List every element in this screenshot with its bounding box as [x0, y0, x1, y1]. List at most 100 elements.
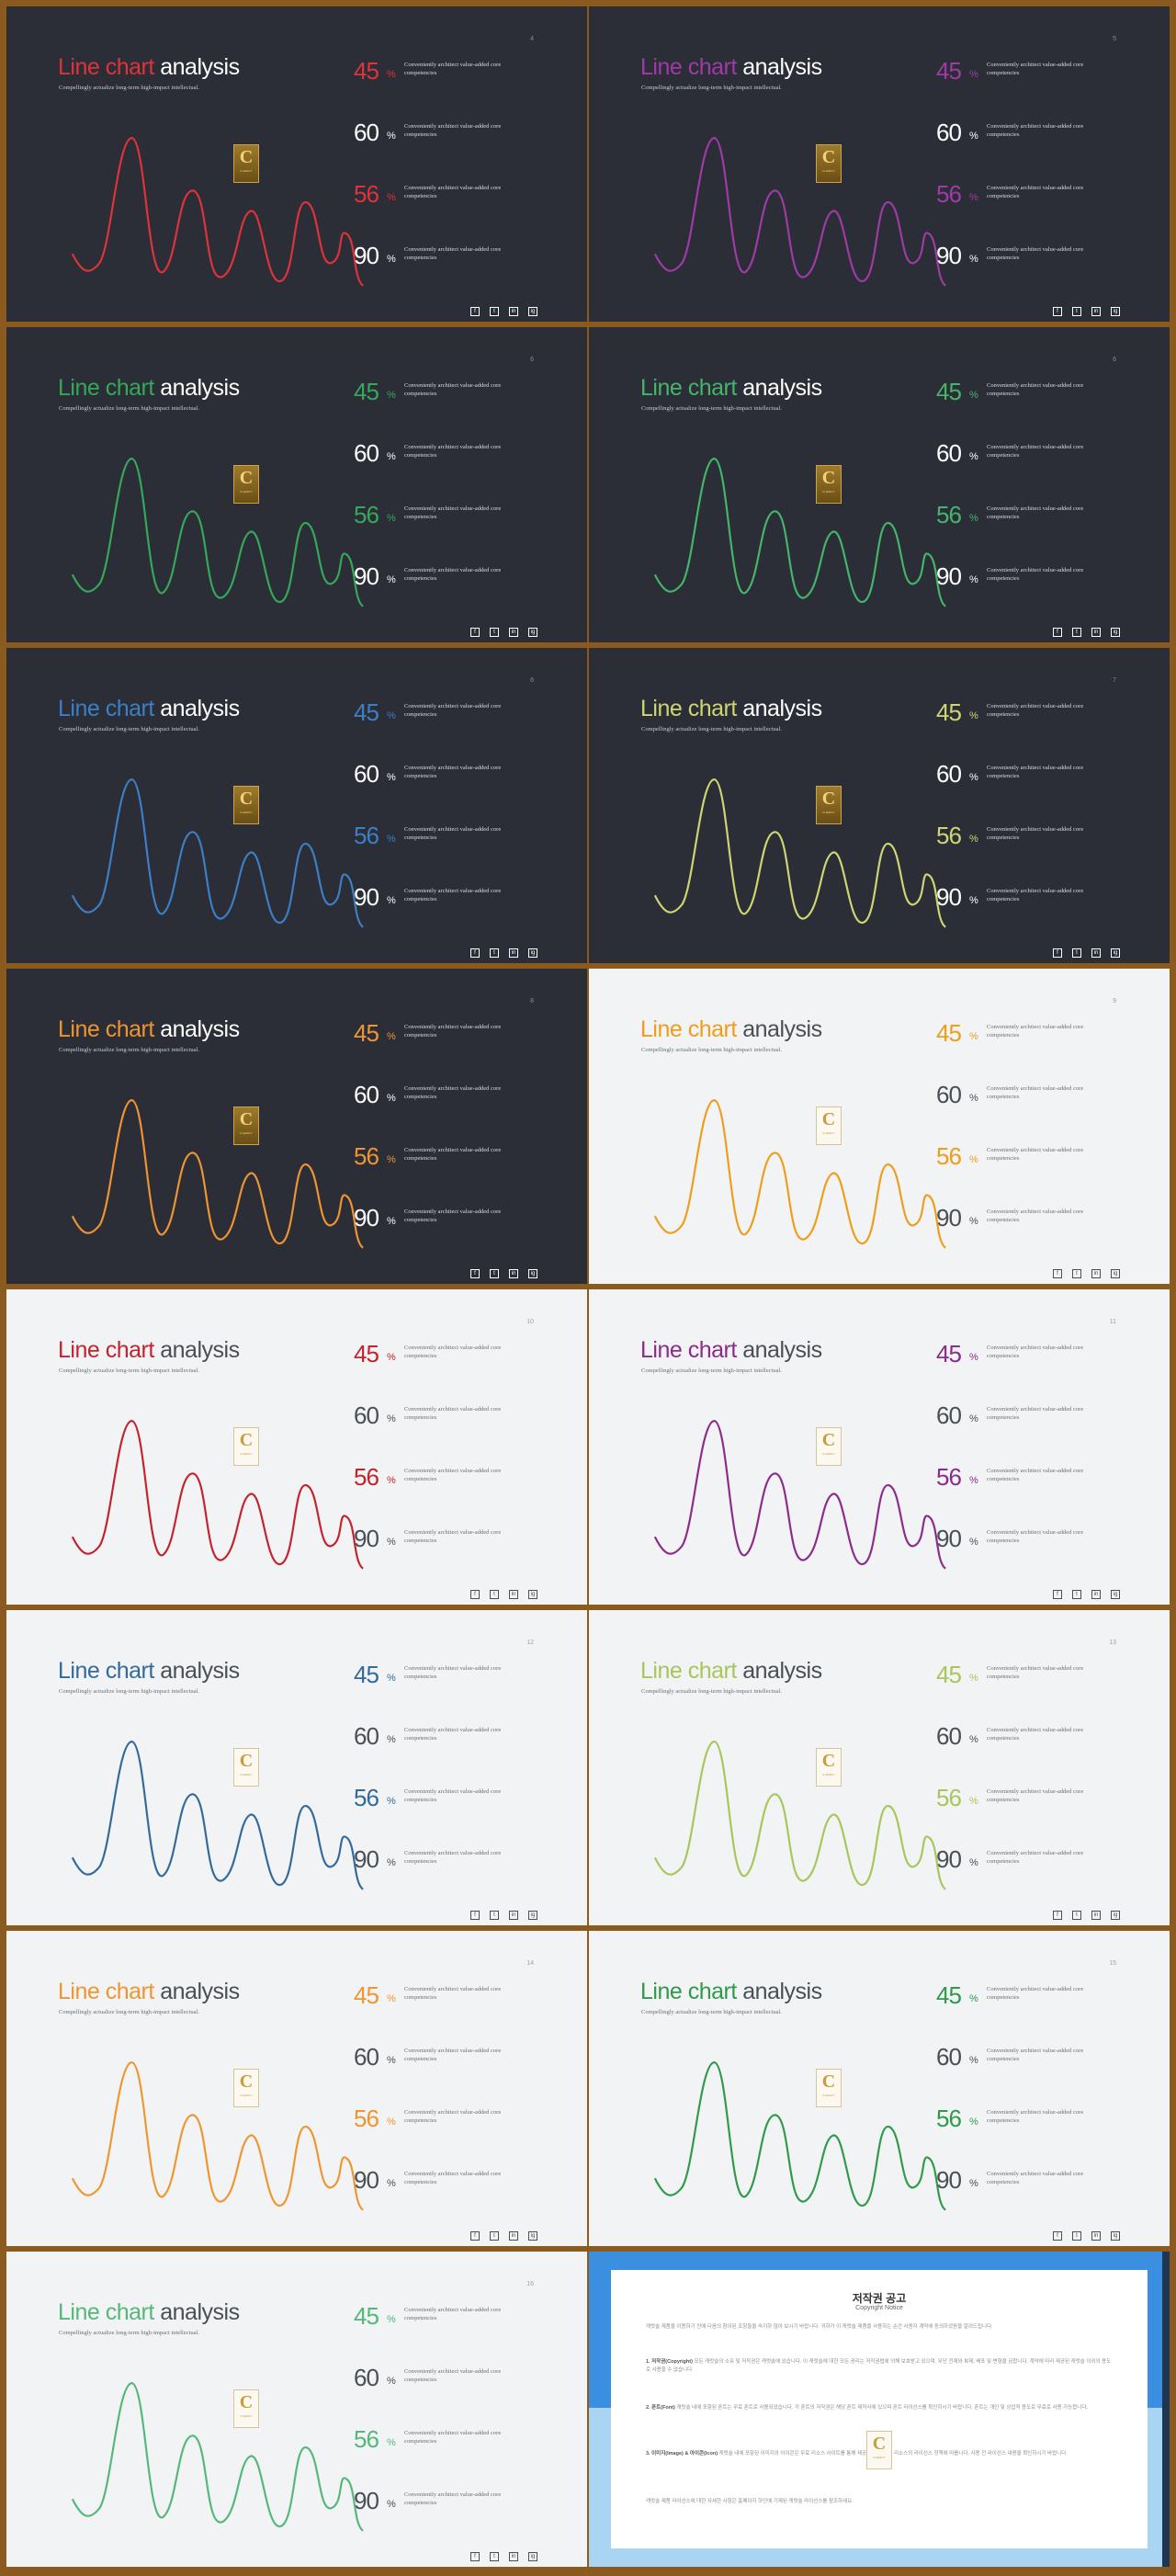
chart-series-line: [653, 1099, 946, 1249]
linkedin-icon[interactable]: in: [1091, 1911, 1101, 1920]
facebook-icon[interactable]: f: [470, 628, 480, 637]
logo-letter: C: [239, 789, 254, 809]
notice-outro: 캐럿슬 제품 라이선스에 대한 자세한 사항은 홈페이지 하단에 기재된 캐럿슬…: [646, 2498, 1114, 2506]
instagram-icon[interactable]: ig: [1111, 2231, 1120, 2241]
twitter-icon[interactable]: t: [490, 2231, 499, 2241]
brand-logo: C CHERRY: [233, 2069, 259, 2107]
twitter-icon[interactable]: t: [490, 1269, 499, 1278]
stat-description: Conveniently architect value-added core …: [404, 185, 502, 199]
slide-thumbnail[interactable]: 7 Line chart analysis Compellingly actuali…: [589, 648, 1170, 963]
facebook-icon[interactable]: f: [1053, 948, 1062, 958]
linkedin-icon[interactable]: in: [1091, 628, 1101, 637]
linkedin-icon[interactable]: in: [509, 1590, 518, 1599]
instagram-icon[interactable]: ig: [1111, 628, 1120, 637]
instagram-icon[interactable]: ig: [528, 2552, 537, 2561]
slide-thumbnail[interactable]: 14 Line chart analysis Compellingly actual…: [6, 1931, 587, 2246]
slide-thumbnail[interactable]: 11 Line chart analysis Compellingly actual…: [589, 1289, 1170, 1605]
linkedin-icon[interactable]: in: [1091, 307, 1101, 316]
stat-description: Conveniently architect value-added core …: [404, 2368, 502, 2383]
slide-thumbnail[interactable]: 5 Line chart analysis Compellingly actuali…: [589, 6, 1170, 322]
stat-description: Conveniently architect value-added core …: [404, 1345, 502, 1359]
twitter-icon[interactable]: t: [490, 1590, 499, 1599]
stat-item: 56% Conveniently architect value-added co…: [354, 2105, 556, 2132]
social-icons: f t in ig: [1053, 301, 1130, 316]
twitter-icon[interactable]: t: [1072, 1911, 1081, 1920]
line-chart: [71, 1099, 364, 1249]
twitter-icon[interactable]: t: [490, 2552, 499, 2561]
facebook-icon[interactable]: f: [470, 2231, 480, 2241]
linkedin-icon[interactable]: in: [1091, 1590, 1101, 1599]
facebook-icon[interactable]: f: [1053, 1590, 1062, 1599]
instagram-icon[interactable]: ig: [528, 1269, 537, 1278]
twitter-icon[interactable]: t: [490, 628, 499, 637]
stat-value: 90: [354, 1204, 379, 1231]
brand-logo: C CHERRY: [816, 1427, 842, 1466]
instagram-icon[interactable]: ig: [1111, 1590, 1120, 1599]
instagram-icon[interactable]: ig: [528, 628, 537, 637]
linkedin-icon[interactable]: in: [509, 948, 518, 958]
facebook-icon[interactable]: f: [470, 948, 480, 958]
slide-thumbnail[interactable]: 8 Line chart analysis Compellingly actuali…: [6, 969, 587, 1284]
linkedin-icon[interactable]: in: [509, 2231, 518, 2241]
twitter-icon[interactable]: t: [1072, 1269, 1081, 1278]
facebook-icon[interactable]: f: [470, 307, 480, 316]
linkedin-icon[interactable]: in: [1091, 948, 1101, 958]
stat-item: 45% Conveniently architect value-added co…: [354, 57, 556, 85]
stat-unit: %: [387, 1093, 396, 1104]
slide-thumbnail[interactable]: 13 Line chart analysis Compellingly actual…: [589, 1610, 1170, 1925]
slide-thumbnail[interactable]: 4 Line chart analysis Compellingly actuali…: [6, 6, 587, 322]
twitter-icon[interactable]: t: [490, 307, 499, 316]
slide-title: Line chart analysis: [58, 1658, 240, 1685]
instagram-icon[interactable]: ig: [528, 1911, 537, 1920]
linkedin-icon[interactable]: in: [509, 1269, 518, 1278]
twitter-icon[interactable]: t: [490, 948, 499, 958]
twitter-icon[interactable]: t: [1072, 2231, 1081, 2241]
twitter-icon[interactable]: t: [1072, 1590, 1081, 1599]
instagram-icon[interactable]: ig: [1111, 948, 1120, 958]
stat-value: 90: [936, 242, 962, 269]
slide-thumbnail[interactable]: 6 Line chart analysis Compellingly actuali…: [6, 648, 587, 963]
slide-thumbnail[interactable]: 10 Line chart analysis Compellingly actual…: [6, 1289, 587, 1605]
slide-subtitle: Compellingly actualize long-term high-im…: [59, 2330, 199, 2336]
facebook-icon[interactable]: f: [1053, 1911, 1062, 1920]
slide-thumbnail[interactable]: 6 Line chart analysis Compellingly actuali…: [589, 327, 1170, 642]
facebook-icon[interactable]: f: [1053, 1269, 1062, 1278]
linkedin-icon[interactable]: in: [509, 628, 518, 637]
copyright-notice-slide[interactable]: 저작권 공고 Copyright Notice 캐럿슬 제품을 이용하기 전에 다음…: [589, 2252, 1170, 2567]
linkedin-icon[interactable]: in: [1091, 1269, 1101, 1278]
title-highlight: Line chart: [640, 1658, 737, 1684]
facebook-icon[interactable]: f: [470, 1911, 480, 1920]
facebook-icon[interactable]: f: [1053, 307, 1062, 316]
stat-item: 60% Conveniently architect value-added co…: [936, 1401, 1138, 1429]
facebook-icon[interactable]: f: [470, 1590, 480, 1599]
instagram-icon[interactable]: ig: [528, 307, 537, 316]
linkedin-icon[interactable]: in: [509, 1911, 518, 1920]
facebook-icon[interactable]: f: [470, 2552, 480, 2561]
twitter-icon[interactable]: t: [1072, 948, 1081, 958]
linkedin-icon[interactable]: in: [509, 2552, 518, 2561]
instagram-icon[interactable]: ig: [1111, 307, 1120, 316]
twitter-icon[interactable]: t: [1072, 628, 1081, 637]
slide-subtitle: Compellingly actualize long-term high-im…: [641, 405, 782, 412]
slide-thumbnail[interactable]: 9 Line chart analysis Compellingly actuali…: [589, 969, 1170, 1284]
facebook-icon[interactable]: f: [1053, 628, 1062, 637]
instagram-icon[interactable]: ig: [1111, 1911, 1120, 1920]
slide-thumbnail[interactable]: 12 Line chart analysis Compellingly actual…: [6, 1610, 587, 1925]
stat-value: 60: [936, 1081, 962, 1108]
title-rest: analysis: [153, 1016, 240, 1042]
twitter-icon[interactable]: t: [490, 1911, 499, 1920]
linkedin-icon[interactable]: in: [1091, 2231, 1101, 2241]
instagram-icon[interactable]: ig: [528, 948, 537, 958]
stat-value: 56: [936, 180, 962, 208]
instagram-icon[interactable]: ig: [528, 1590, 537, 1599]
title-highlight: Line chart: [58, 54, 154, 80]
facebook-icon[interactable]: f: [1053, 2231, 1062, 2241]
slide-thumbnail[interactable]: 6 Line chart analysis Compellingly actuali…: [6, 327, 587, 642]
twitter-icon[interactable]: t: [1072, 307, 1081, 316]
slide-thumbnail[interactable]: 16 Line chart analysis Compellingly actual…: [6, 2252, 587, 2567]
facebook-icon[interactable]: f: [470, 1269, 480, 1278]
linkedin-icon[interactable]: in: [509, 307, 518, 316]
instagram-icon[interactable]: ig: [528, 2231, 537, 2241]
slide-thumbnail[interactable]: 15 Line chart analysis Compellingly actual…: [589, 1931, 1170, 2246]
instagram-icon[interactable]: ig: [1111, 1269, 1120, 1278]
